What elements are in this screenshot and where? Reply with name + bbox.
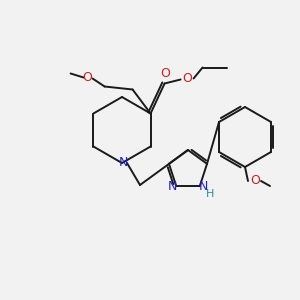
Text: N: N (118, 157, 128, 169)
Text: O: O (183, 72, 193, 85)
Text: N: N (199, 180, 208, 193)
Text: N: N (168, 180, 177, 193)
Text: O: O (250, 175, 260, 188)
Text: O: O (160, 67, 170, 80)
Text: H: H (206, 189, 214, 199)
Text: O: O (82, 71, 92, 84)
